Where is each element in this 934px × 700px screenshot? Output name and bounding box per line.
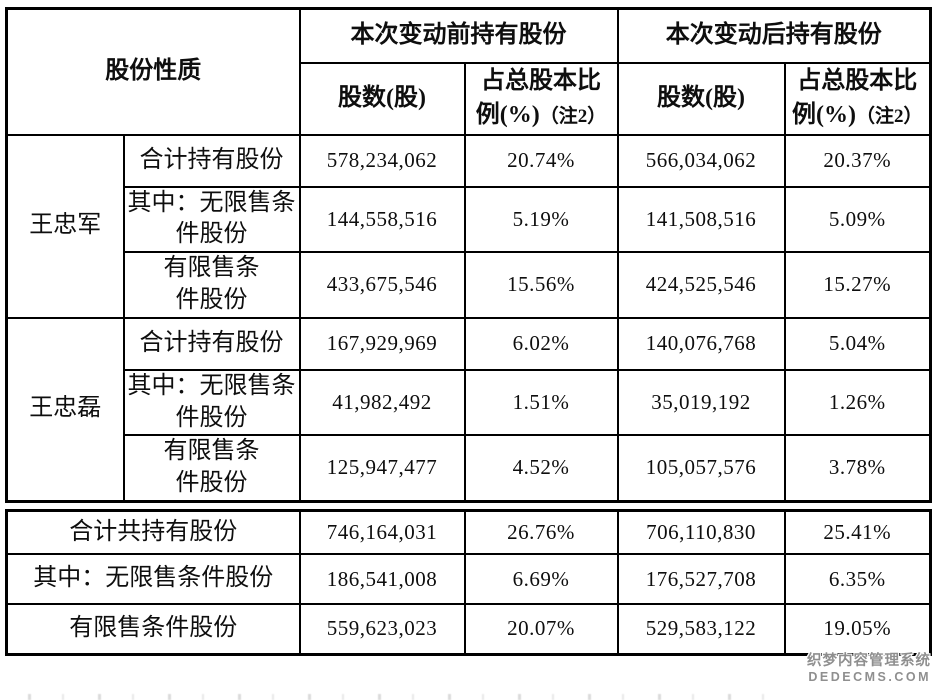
after-shares: 35,019,192 (616, 368, 786, 437)
after-pct: 6.35% (783, 553, 932, 606)
before-pct: 26.76% (463, 509, 619, 556)
watermark-text-cn: 织梦内容管理系统 (807, 653, 931, 669)
header-ratio-after-line1: 占总股本比 (797, 67, 918, 94)
watermark-text-en: DEDECMS.COM (808, 670, 931, 684)
cutoff-text-artifact (28, 694, 798, 700)
after-pct: 19.05% (783, 603, 932, 656)
header-shares-before: 股数(股) (298, 61, 466, 136)
header-ratio-after: 占总股本比 例(%)（注2） (783, 61, 932, 136)
shareholding-table: 股份性质 本次变动前持有股份 本次变动后持有股份 股数(股) 占总股本比 例(%… (5, 7, 932, 503)
table-row: 王忠磊 合计持有股份 167,929,969 6.02% 140,076,768… (5, 316, 932, 503)
header-ratio-before: 占总股本比 例(%)（注2） (463, 61, 619, 136)
after-shares: 706,110,830 (616, 509, 786, 556)
after-shares: 140,076,768 (616, 316, 786, 371)
summary-label: 有限售条件股份 (5, 603, 301, 656)
after-shares: 566,034,062 (616, 133, 786, 188)
before-pct: 20.74% (463, 133, 619, 188)
table-header-row-columns: 股数(股) 占总股本比 例(%)（注2） 股数(股) 占总股本比 例(%)（注2… (7, 61, 932, 136)
table-header-row-groups: 股份性质 本次变动前持有股份 本次变动后持有股份 (5, 7, 932, 136)
header-ratio-before-note: （注2） (539, 105, 607, 127)
after-pct: 25.41% (783, 509, 932, 556)
document-page: 股份性质 本次变动前持有股份 本次变动后持有股份 股数(股) 占总股本比 例(%… (5, 7, 932, 656)
share-type: 有限售条 件股份 (122, 434, 301, 503)
holder-name: 王忠军 (5, 133, 125, 319)
before-shares: 144,558,516 (298, 185, 466, 253)
summary-row: 合计共持有股份 746,164,031 26.76% 706,110,830 2… (5, 509, 932, 556)
header-group-before: 本次变动前持有股份 (298, 7, 619, 64)
summary-row: 其中：无限售条件股份 186,541,008 6.69% 176,527,708… (5, 553, 932, 606)
header-group-after: 本次变动后持有股份 (616, 7, 932, 64)
before-shares: 41,982,492 (298, 368, 466, 437)
dedecms-watermark: 织梦内容管理系统 DEDECMS.COM (807, 653, 931, 685)
share-type: 有限售条 件股份 (122, 250, 301, 319)
after-pct: 15.27% (783, 250, 932, 319)
after-pct: 3.78% (783, 434, 932, 503)
after-pct: 5.04% (783, 316, 932, 371)
table-row: 有限售条 件股份 433,675,546 15.56% 424,525,546 … (7, 250, 932, 319)
share-type: 合计持有股份 (122, 316, 301, 371)
before-pct: 6.02% (463, 316, 619, 371)
header-share-nature: 股份性质 (5, 7, 301, 136)
table-row: 其中：无限售条 件股份 41,982,492 1.51% 35,019,192 … (7, 368, 932, 437)
summary-label: 其中：无限售条件股份 (5, 553, 301, 606)
after-pct: 1.26% (783, 368, 932, 437)
table-row: 有限售条 件股份 125,947,477 4.52% 105,057,576 3… (7, 434, 932, 503)
before-pct: 6.69% (463, 553, 619, 606)
header-ratio-after-note: （注2） (855, 105, 923, 127)
table-row: 其中：无限售条 件股份 144,558,516 5.19% 141,508,51… (7, 185, 932, 253)
share-type: 其中：无限售条 件股份 (122, 368, 301, 437)
table-row: 王忠军 合计持有股份 578,234,062 20.74% 566,034,06… (5, 133, 932, 319)
before-shares: 559,623,023 (298, 603, 466, 656)
before-pct: 20.07% (463, 603, 619, 656)
header-ratio-before-line2: 例(%) (475, 101, 540, 128)
share-type: 其中：无限售条 件股份 (122, 185, 301, 253)
before-shares: 433,675,546 (298, 250, 466, 319)
summary-row: 有限售条件股份 559,623,023 20.07% 529,583,122 1… (5, 603, 932, 656)
after-pct: 5.09% (783, 185, 932, 253)
before-pct: 5.19% (463, 185, 619, 253)
before-shares: 186,541,008 (298, 553, 466, 606)
header-ratio-before-line1: 占总股本比 (481, 67, 601, 94)
before-pct: 1.51% (463, 368, 619, 437)
holder-name: 王忠磊 (5, 316, 125, 503)
before-shares: 167,929,969 (298, 316, 466, 371)
after-shares: 105,057,576 (616, 434, 786, 503)
summary-table: 合计共持有股份 746,164,031 26.76% 706,110,830 2… (5, 508, 932, 656)
before-shares: 578,234,062 (298, 133, 466, 188)
after-shares: 424,525,546 (616, 250, 786, 319)
after-shares: 176,527,708 (616, 553, 786, 606)
summary-label: 合计共持有股份 (5, 509, 301, 556)
after-shares: 529,583,122 (616, 603, 786, 656)
before-shares: 746,164,031 (298, 509, 466, 556)
header-shares-after: 股数(股) (616, 61, 786, 136)
before-pct: 15.56% (463, 250, 619, 319)
after-pct: 20.37% (783, 133, 932, 188)
share-type: 合计持有股份 (122, 133, 301, 188)
before-pct: 4.52% (463, 434, 619, 503)
header-ratio-after-line2: 例(%) (792, 101, 856, 128)
before-shares: 125,947,477 (298, 434, 466, 503)
after-shares: 141,508,516 (616, 185, 786, 253)
